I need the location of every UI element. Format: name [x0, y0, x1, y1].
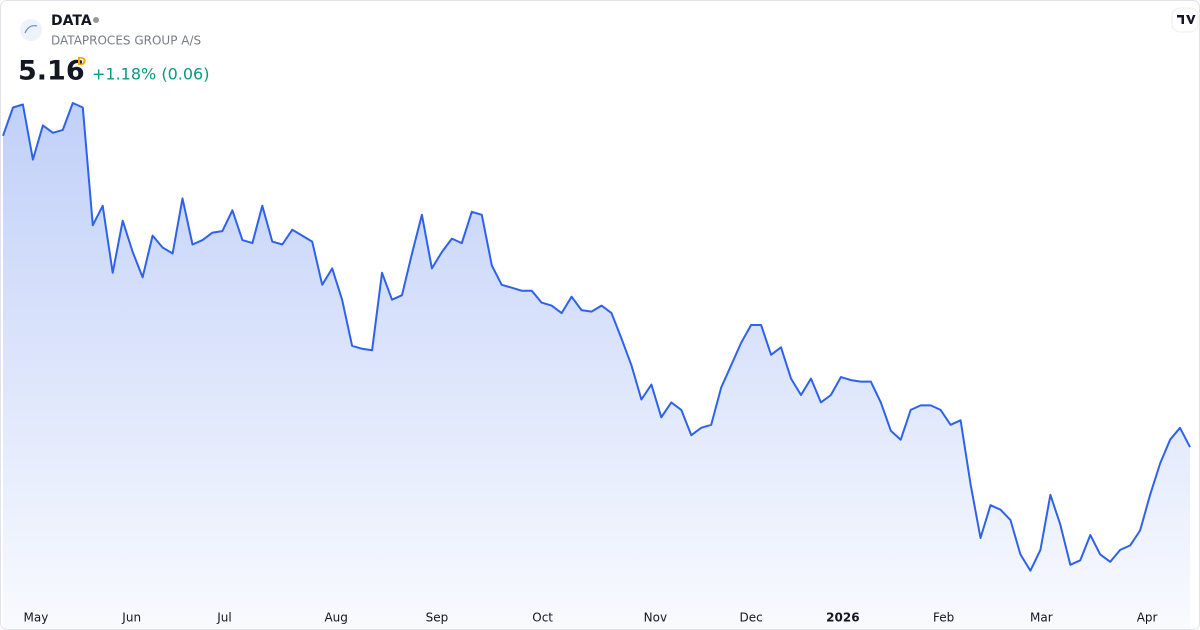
price-line [2, 102, 1191, 572]
symbol-logo [20, 19, 42, 41]
x-tick-label: May [24, 611, 49, 625]
x-tick-label: Jul [216, 611, 231, 625]
price-change: +1.18% (0.06) [92, 65, 209, 84]
brand-logo-glyph [1177, 15, 1196, 24]
price-flag: D [77, 55, 86, 68]
x-tick-label: Nov [644, 611, 667, 625]
x-tick-label: 2026 [826, 611, 859, 625]
x-tick-label: Oct [532, 611, 553, 625]
x-tick-label: Mar [1030, 611, 1053, 625]
symbol-logo-mark [24, 25, 38, 34]
brand-logo[interactable] [1171, 7, 1199, 33]
symbol: DATA [51, 13, 92, 29]
x-tick-label: Dec [739, 611, 762, 625]
price: 5.16 [18, 56, 85, 87]
x-tick-label: Feb [933, 611, 954, 625]
status-dot [93, 17, 99, 23]
x-tick-label: Aug [324, 611, 347, 625]
company-name: DATAPROCES GROUP A/S [51, 34, 201, 48]
x-tick-label: Jun [121, 611, 141, 625]
x-tick-label: Sep [426, 611, 449, 625]
x-tick-label: Apr [1137, 611, 1158, 625]
